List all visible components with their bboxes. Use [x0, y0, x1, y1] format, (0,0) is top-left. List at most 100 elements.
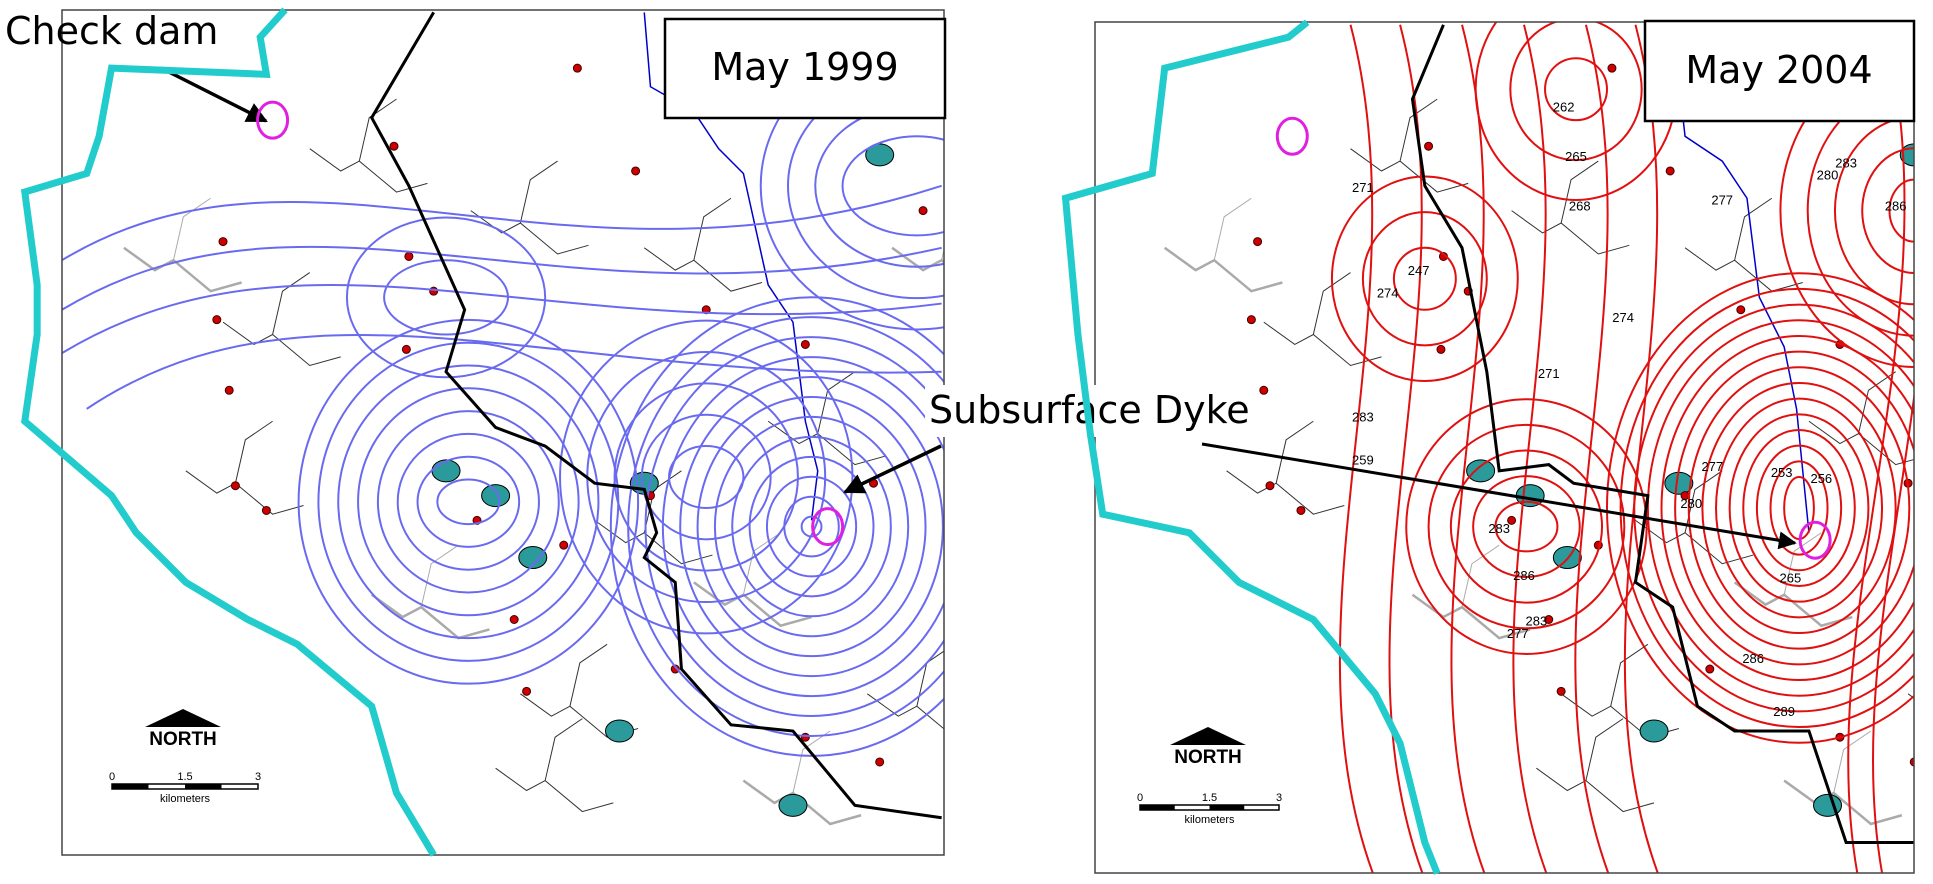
contour-label: 289	[1773, 704, 1795, 719]
contour-label: 277	[1701, 459, 1723, 474]
contour	[783, 495, 840, 558]
contour-label: 271	[1538, 366, 1560, 381]
well	[1259, 385, 1269, 395]
contour	[345, 216, 547, 379]
contour	[1494, 500, 1559, 553]
contour-label: 256	[1810, 471, 1832, 486]
well	[572, 63, 582, 73]
contour	[62, 184, 942, 262]
contour	[644, 336, 944, 717]
stream	[643, 247, 763, 292]
contour	[1449, 449, 1604, 604]
well	[1507, 515, 1517, 525]
scale-bar	[1140, 805, 1175, 810]
stream	[1312, 272, 1351, 335]
contour	[1623, 24, 1659, 873]
north-arrow	[145, 709, 221, 727]
pond	[1466, 459, 1496, 483]
map-left	[62, 11, 944, 826]
contour-label: 280	[1680, 496, 1702, 511]
well	[212, 315, 222, 325]
pond	[518, 546, 548, 570]
well	[230, 481, 240, 491]
scale-label: 0	[109, 771, 115, 783]
structure-marker	[811, 507, 845, 547]
map-right	[1163, 22, 1914, 873]
contour	[627, 316, 944, 737]
stream	[792, 730, 831, 794]
contour	[62, 245, 942, 311]
contour	[62, 284, 942, 354]
contour	[731, 435, 892, 618]
contour	[661, 356, 944, 698]
stream	[544, 718, 583, 781]
contour	[696, 395, 927, 658]
contour-label: 253	[1771, 465, 1793, 480]
stream	[1461, 544, 1500, 608]
contour-label: 271	[1352, 180, 1374, 195]
well	[522, 686, 532, 696]
well	[429, 286, 439, 296]
contour	[1509, 22, 1643, 162]
scale-label: 3	[1276, 792, 1282, 804]
contour	[1687, 366, 1911, 650]
contour-label: 265	[1565, 149, 1587, 164]
contour	[765, 475, 858, 578]
scale-label: 0	[1137, 792, 1143, 804]
well	[1909, 757, 1914, 767]
well	[1296, 505, 1306, 515]
contour	[416, 455, 521, 548]
well	[631, 166, 641, 176]
stream	[1226, 470, 1345, 515]
boundary	[1410, 24, 1914, 845]
contour-label: 283	[1352, 409, 1374, 424]
arrow	[843, 444, 942, 494]
scale-label: 3	[255, 771, 261, 783]
stream	[1511, 210, 1630, 255]
contour	[1833, 115, 1914, 306]
structure-marker	[256, 100, 290, 140]
structure-marker	[1798, 520, 1832, 560]
arrow	[1201, 442, 1797, 550]
contour	[1392, 246, 1457, 311]
contour	[609, 296, 944, 757]
stream	[1275, 420, 1314, 484]
contour	[357, 387, 580, 617]
contour	[800, 515, 823, 538]
annotation: Check dam	[5, 9, 218, 53]
stream	[519, 160, 558, 224]
contour	[1544, 57, 1608, 122]
well	[1436, 344, 1446, 354]
stream	[1734, 197, 1773, 261]
stream	[222, 321, 341, 367]
contour-label: 274	[1612, 310, 1634, 325]
contour	[1783, 476, 1815, 540]
contour	[436, 478, 501, 526]
scale-label: 1.5	[177, 771, 192, 783]
contour	[337, 364, 600, 640]
panel-title: May 2004	[1685, 48, 1872, 92]
contour	[1361, 211, 1488, 347]
stream	[185, 470, 304, 515]
contour	[1715, 397, 1884, 619]
contour	[297, 318, 640, 685]
contour	[748, 455, 875, 598]
well	[1424, 141, 1434, 151]
contour-label: 286	[1885, 199, 1907, 214]
contour	[1405, 398, 1648, 655]
scale-bar	[112, 784, 149, 789]
contour	[841, 135, 944, 237]
well	[1246, 315, 1256, 325]
contour	[1338, 24, 1374, 873]
contour	[1728, 413, 1870, 603]
contour	[376, 410, 560, 594]
contour-label: 265	[1780, 570, 1802, 585]
stream	[1560, 160, 1599, 224]
contour	[1701, 381, 1897, 635]
well	[224, 385, 234, 395]
title-box	[663, 17, 947, 120]
contour	[679, 376, 944, 678]
contour-label: 262	[1553, 100, 1575, 115]
stream	[1783, 532, 1822, 595]
